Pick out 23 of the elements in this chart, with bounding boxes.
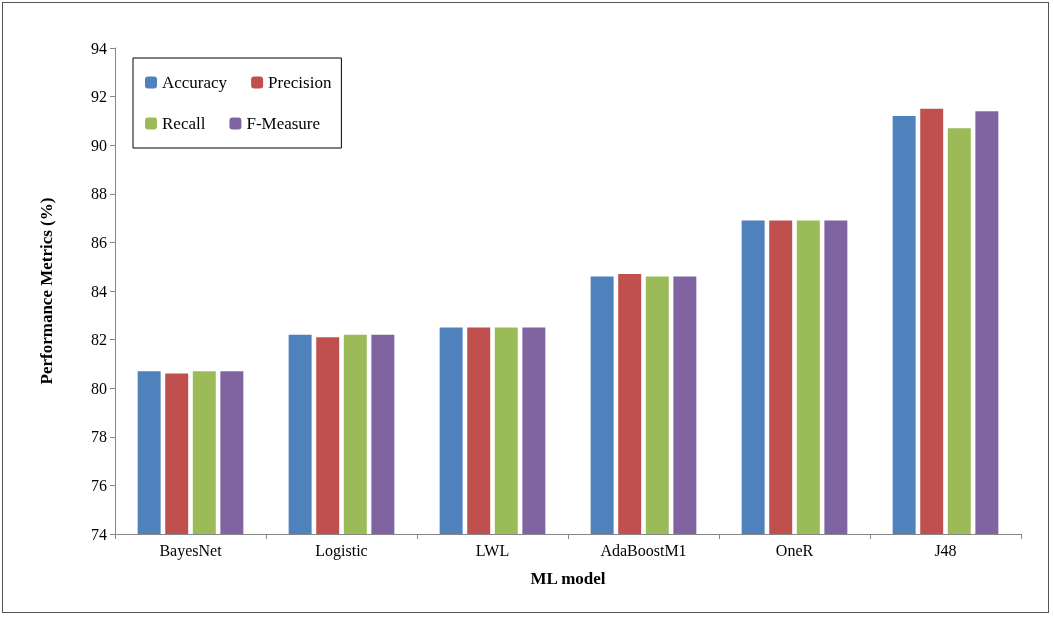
y-tick-label: 74	[91, 525, 107, 543]
y-tick-label: 86	[91, 233, 107, 251]
y-tick-label: 92	[91, 88, 107, 106]
legend-label: Accuracy	[162, 73, 228, 92]
x-axis-title: ML model	[530, 569, 606, 588]
y-tick-label: 94	[91, 39, 107, 57]
y-tick-label: 80	[91, 379, 107, 397]
x-tick-label: LWL	[475, 541, 510, 559]
y-tick-label: 82	[91, 331, 107, 349]
x-tick-label: Logistic	[315, 541, 368, 560]
y-tick-label: 84	[91, 282, 107, 300]
y-tick-label: 88	[91, 185, 107, 203]
x-tick-label: OneR	[775, 541, 814, 559]
y-tick-label: 90	[91, 136, 107, 154]
x-tick-label: BayesNet	[159, 541, 223, 560]
y-axis-title: Performance Metrics (%)	[37, 197, 56, 385]
y-tick-label: 78	[91, 428, 107, 446]
x-tick-label: J48	[934, 541, 957, 559]
legend-label: Precision	[268, 73, 332, 92]
y-tick-label: 76	[91, 476, 107, 494]
legend-label: F-Measure	[246, 114, 321, 133]
legend-label: Recall	[162, 114, 206, 133]
x-tick-label: AdaBoostM1	[600, 541, 687, 559]
